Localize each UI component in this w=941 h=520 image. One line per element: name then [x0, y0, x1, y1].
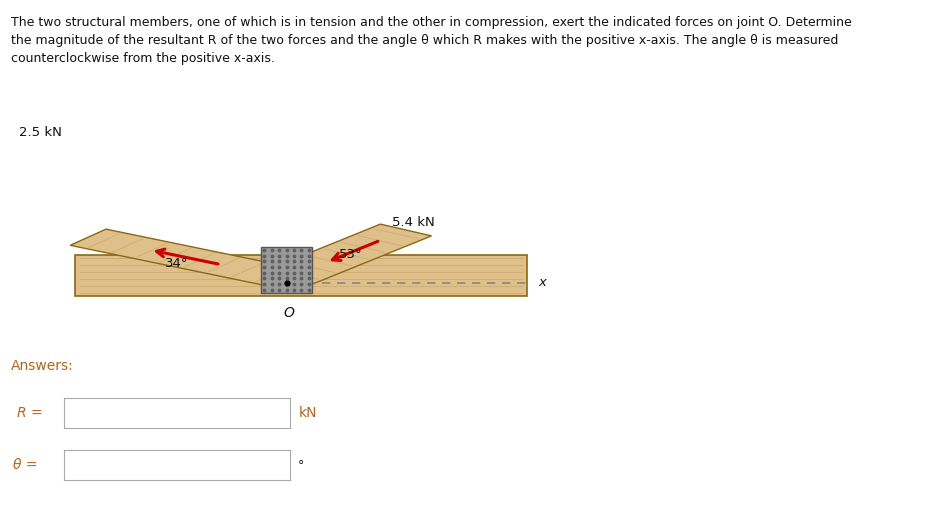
- Text: R =: R =: [17, 407, 42, 420]
- Text: 34°: 34°: [165, 257, 188, 270]
- Text: 5.4 kN: 5.4 kN: [391, 216, 435, 229]
- Polygon shape: [71, 229, 305, 287]
- Text: i: i: [80, 457, 86, 474]
- Polygon shape: [262, 224, 432, 284]
- Text: Answers:: Answers:: [11, 359, 74, 373]
- Text: the magnitude of the resultant R of the two forces and the angle θ which R makes: the magnitude of the resultant R of the …: [11, 34, 838, 47]
- Text: °: °: [297, 459, 304, 472]
- Text: The two structural members, one of which is in tension and the other in compress: The two structural members, one of which…: [11, 16, 852, 29]
- Text: θ =: θ =: [13, 459, 38, 472]
- Bar: [261, 247, 312, 293]
- Text: kN: kN: [299, 407, 318, 420]
- Polygon shape: [75, 255, 527, 296]
- Text: 53°: 53°: [339, 249, 362, 261]
- Text: counterclockwise from the positive x-axis.: counterclockwise from the positive x-axi…: [11, 52, 275, 65]
- Text: 2.5 kN: 2.5 kN: [19, 126, 62, 139]
- Text: O: O: [283, 306, 295, 320]
- Text: x: x: [538, 276, 546, 289]
- Text: i: i: [80, 405, 86, 422]
